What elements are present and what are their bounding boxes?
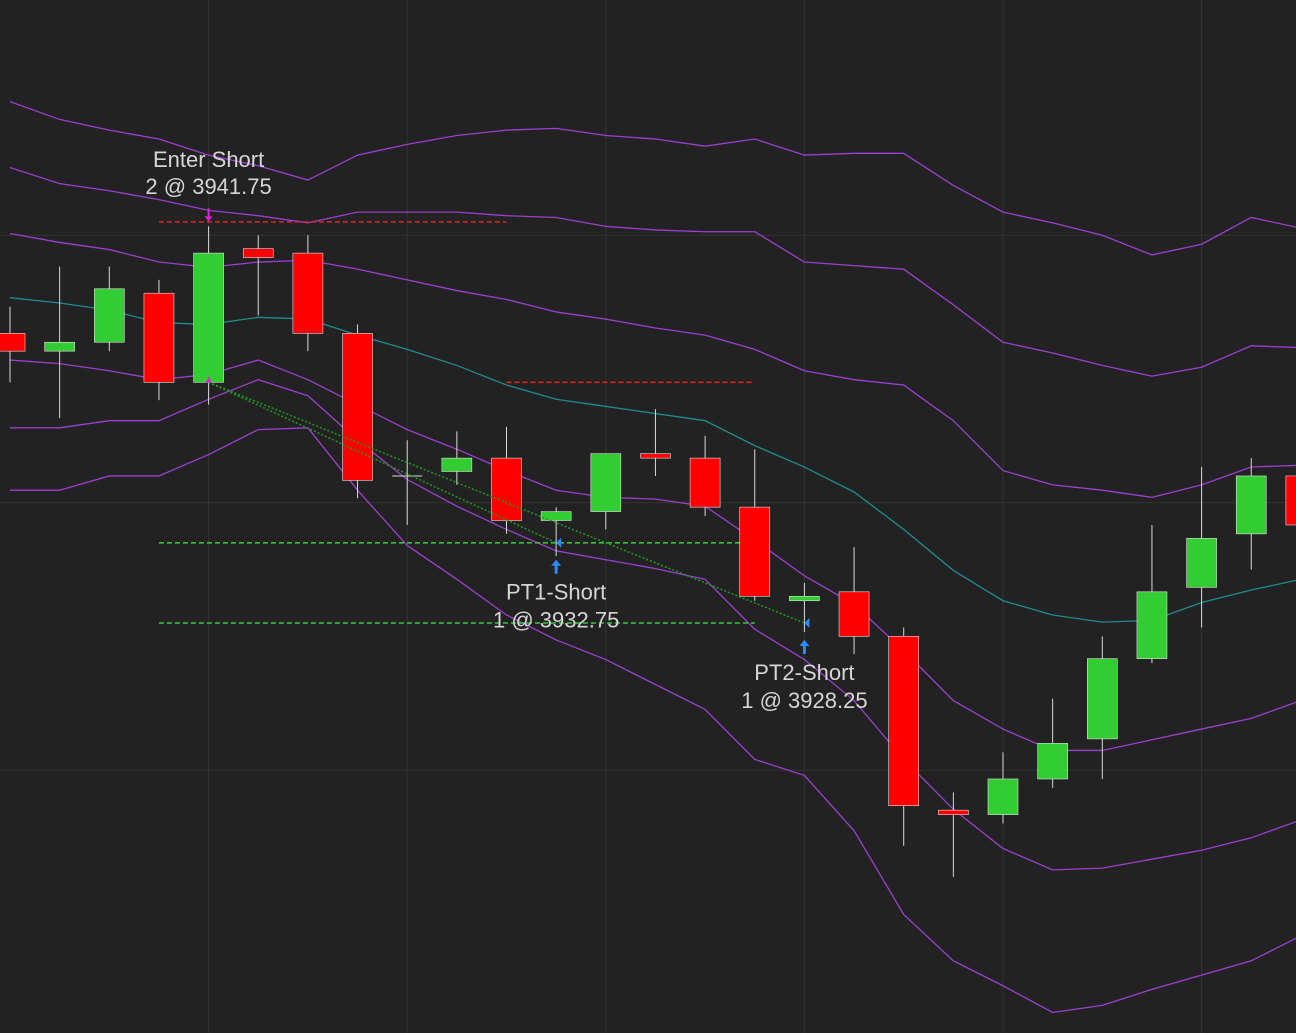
candle-body [689,457,721,508]
candle-body [94,288,125,343]
trade-label: PT2-Short [754,660,854,685]
trade-label: Enter Short [153,147,264,172]
trade-detail: 1 @ 3928.25 [741,688,867,713]
entry-arrow [204,208,213,222]
candle-body [441,457,473,472]
candle-body [193,252,224,383]
candle-body [1087,658,1118,740]
exit-arrow [551,559,562,574]
band-line [9,359,1296,752]
band-line [9,166,1296,377]
candle-body [640,453,671,459]
candle-body [143,292,175,383]
candle-body [590,453,622,512]
band-line [9,232,1296,498]
candle-body [44,341,75,352]
candle-body [1037,743,1068,780]
exit-marker [804,618,810,629]
candle-body [789,595,820,602]
band-line [10,378,1296,871]
candle-body [491,457,522,521]
trade-detail: 1 @ 3932.75 [493,608,619,633]
candle-body [0,333,26,352]
candle-body [987,778,1019,815]
candle-body [242,248,274,258]
candle-body [1285,475,1296,526]
candle-body [1235,475,1267,535]
candle-body [1186,538,1217,588]
band-line [9,100,1296,256]
candle-body [1136,591,1168,659]
exit-marker [556,537,562,548]
candle-body [292,252,324,334]
candle-body [739,506,771,597]
candle-body [938,809,969,815]
trade-connector [208,381,805,624]
band-line [10,427,1296,1014]
candle-body [888,636,920,807]
trade-label: PT1-Short [506,580,606,605]
candle-body [342,333,373,481]
exit-arrow [799,640,810,655]
candle-body [838,591,870,637]
candle-body [540,511,572,521]
trade-detail: 2 @ 3941.75 [145,174,271,199]
entry-marker [205,376,212,383]
